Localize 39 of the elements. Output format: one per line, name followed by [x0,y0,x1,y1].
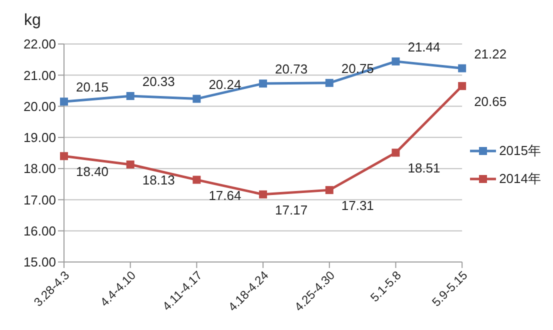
point [259,190,268,198]
point [325,78,334,87]
point [392,148,400,157]
data-label: 20.15 [76,80,109,95]
data-label: 20.65 [474,94,507,110]
data-label: 21.44 [408,39,440,54]
point [192,176,201,184]
y-tick-label: 20.00 [23,98,56,114]
y-tick-label: 19.00 [23,130,56,146]
point [458,82,466,90]
y-tick-label: 18.00 [23,161,56,176]
data-label: 18.13 [142,172,175,188]
data-label: 20.24 [208,76,242,92]
point [458,64,466,72]
data-label: 18.51 [408,160,440,176]
point [392,57,400,66]
point [126,160,134,169]
data-label: 17.31 [341,198,374,214]
point [192,94,201,103]
point [60,98,68,106]
data-label: 17.64 [208,188,242,203]
legend-label: 2015年 [498,142,541,160]
data-label: 20.73 [275,62,308,77]
y-tick-label: 21.00 [23,68,56,83]
legend-label: 2014年 [498,170,541,188]
y-tick-label: 16.00 [23,223,56,238]
data-label: 20.33 [142,74,175,90]
data-label: 21.22 [474,46,507,62]
y-tick-label: 22.00 [23,36,56,52]
y-tick-label: 15.00 [23,254,56,270]
data-label: 20.75 [341,60,374,76]
y-axis-title: kg [24,12,41,30]
y-tick-label: 17.00 [23,192,56,208]
point [259,80,268,88]
data-label: 18.40 [76,164,109,180]
data-label: 17.17 [275,202,308,218]
point [126,92,134,100]
point [325,186,334,194]
point [60,152,68,160]
